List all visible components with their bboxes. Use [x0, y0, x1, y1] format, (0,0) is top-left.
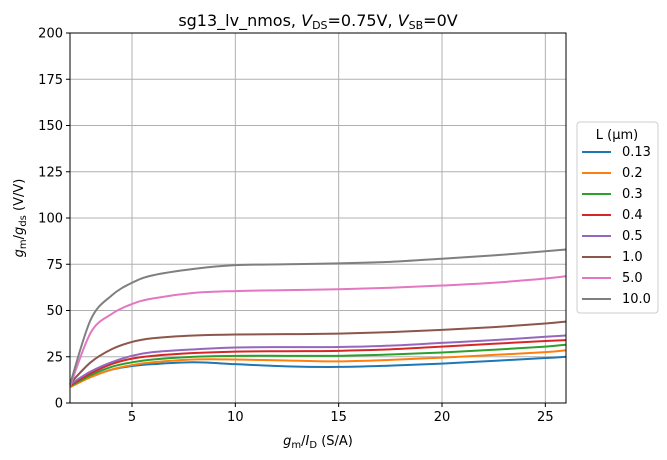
y-tick-label: 75 [46, 258, 63, 273]
y-tick-label: 175 [38, 73, 63, 88]
legend: L (µm) 0.13 0.2 0.3 0.4 0.5 1.0 5.0 10.0 [576, 121, 659, 314]
y-axis-label: gm/gds (V/V) [12, 179, 29, 258]
series-line-0.3 [69, 343, 567, 388]
y-tick-label: 200 [38, 27, 63, 42]
legend-label: 0.4 [622, 208, 643, 223]
legend-label: 0.3 [622, 187, 643, 202]
y-tick-label: 50 [46, 304, 63, 319]
x-tick-label: 25 [537, 410, 554, 425]
legend-label: 0.2 [622, 166, 643, 181]
series-line-0.4 [69, 339, 567, 387]
chart-title: sg13_lv_nmos, VDS=0.75V, VSB=0V [178, 11, 457, 32]
legend-box [576, 121, 659, 314]
legend-label: 5.0 [622, 271, 643, 286]
x-tick-label: 20 [434, 410, 451, 425]
y-tick-label: 0 [55, 397, 63, 412]
ticks: 5 10 15 20 25 0 25 50 75 100 125 150 175 200 [38, 27, 553, 426]
series-line-0.2 [69, 349, 567, 389]
legend-title: L (µm) [596, 128, 638, 143]
y-tick-label: 25 [46, 350, 63, 365]
series-lines [69, 248, 567, 389]
series-line-10.0 [69, 248, 567, 385]
series-line-1.0 [69, 320, 567, 385]
x-tick-label: 15 [330, 410, 347, 425]
x-tick-label: 10 [227, 410, 244, 425]
legend-label: 0.13 [622, 145, 651, 160]
series-line-0.5 [69, 334, 567, 386]
x-tick-label: 5 [128, 410, 136, 425]
y-tick-label: 100 [38, 212, 63, 227]
x-axis-label: gm/ID (S/A) [283, 434, 353, 451]
legend-label: 10.0 [622, 292, 651, 307]
series-line-5.0 [69, 275, 567, 387]
y-tick-label: 150 [38, 119, 63, 134]
y-tick-label: 125 [38, 165, 63, 180]
legend-label: 1.0 [622, 250, 643, 265]
legend-label: 0.5 [622, 229, 643, 244]
